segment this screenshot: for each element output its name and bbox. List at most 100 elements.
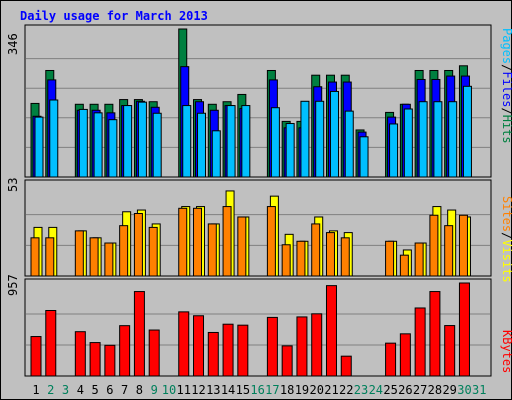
x-tick-label: 25 <box>383 383 397 397</box>
bar-sites-day-2 <box>45 237 55 277</box>
bar-pages-day-13 <box>211 130 221 178</box>
bar-kbytes-day-13 <box>207 331 219 377</box>
bar-pages-day-1 <box>34 116 44 178</box>
bar-sites-day-30 <box>458 214 468 277</box>
legend-bot: KBytes <box>500 330 512 373</box>
bar-kbytes-day-30 <box>458 282 470 377</box>
legend-entry: Sites <box>500 196 512 232</box>
bar-pages-day-2 <box>49 99 59 178</box>
chart-title: Daily usage for March 2013 <box>20 9 208 23</box>
bar-sites-day-17 <box>266 206 276 277</box>
bar-sites-day-21 <box>325 232 335 277</box>
bar-pages-day-15 <box>241 105 251 178</box>
x-tick-label: 3 <box>62 383 69 397</box>
bar-pages-day-11 <box>182 105 192 178</box>
bar-kbytes-day-27 <box>414 307 426 377</box>
x-tick-label: 7 <box>121 383 128 397</box>
x-tick-label: 20 <box>309 383 323 397</box>
x-tick-label: 2 <box>47 383 54 397</box>
bar-pages-day-19 <box>300 100 310 178</box>
bar-kbytes-day-22 <box>340 355 352 377</box>
x-tick-label: 28 <box>428 383 442 397</box>
bar-kbytes-day-1 <box>30 336 42 377</box>
bar-kbytes-day-28 <box>429 291 441 377</box>
bar-kbytes-day-7 <box>119 325 131 377</box>
x-tick-labels: 1 2 3 4 5 6 7 8 9 10 11 12 13 14 15 16 17 18 19 20 21 22 23 24 2… <box>32 383 486 397</box>
legend-entry: / <box>500 232 512 239</box>
legend-mid: Sites/Visits <box>500 196 512 283</box>
bar-kbytes-day-5 <box>89 342 101 377</box>
x-tick-label: 8 <box>136 383 143 397</box>
legend-entry: Files <box>500 71 512 107</box>
x-tick-label: 24 <box>369 383 383 397</box>
bar-pages-day-6 <box>108 119 118 178</box>
bar-sites-day-29 <box>444 225 454 277</box>
bar-pages-day-28 <box>433 101 443 178</box>
legend-entry: Visits <box>500 239 512 282</box>
panels <box>24 24 492 377</box>
bar-sites-day-28 <box>429 214 439 277</box>
x-tick-label: 12 <box>191 383 205 397</box>
bars <box>30 28 472 377</box>
legend-top: Pages/Files/Hits <box>500 28 512 144</box>
bar-kbytes-day-19 <box>296 316 308 377</box>
x-tick-label: 27 <box>413 383 427 397</box>
bar-kbytes-day-8 <box>133 291 145 377</box>
x-tick-label: 13 <box>206 383 220 397</box>
legend-entry: Hits <box>500 115 512 144</box>
legend-bot-text: KBytes <box>500 330 512 373</box>
bar-kbytes-day-14 <box>222 323 234 377</box>
x-tick-label: 4 <box>77 383 84 397</box>
bar-kbytes-day-4 <box>74 331 86 377</box>
x-tick-label: 19 <box>295 383 309 397</box>
bar-kbytes-day-15 <box>237 324 249 377</box>
bar-sites-day-12 <box>193 207 203 277</box>
bar-pages-day-29 <box>448 101 458 178</box>
bar-pages-day-7 <box>123 105 133 178</box>
x-tick-label: 22 <box>339 383 353 397</box>
bar-pages-day-8 <box>137 101 147 178</box>
bar-pages-day-20 <box>315 100 325 178</box>
bar-sites-day-4 <box>74 230 84 277</box>
bar-sites-day-14 <box>222 206 232 277</box>
x-tick-label: 29 <box>442 383 456 397</box>
bar-kbytes-day-12 <box>193 315 205 377</box>
legend-entry: KBytes <box>500 330 512 373</box>
bar-pages-day-12 <box>197 112 207 178</box>
bar-sites-day-8 <box>133 213 143 277</box>
bar-sites-day-22 <box>340 237 350 277</box>
bar-kbytes-day-17 <box>266 316 278 377</box>
legend-entry: / <box>500 107 512 114</box>
bar-sites-day-19 <box>296 240 306 277</box>
bar-pages-day-14 <box>226 105 236 178</box>
x-tick-label: 9 <box>151 383 158 397</box>
bar-kbytes-day-21 <box>325 285 337 377</box>
bar-sites-day-13 <box>207 223 217 277</box>
legend-entry: Pages <box>500 28 512 64</box>
x-tick-label: 16 <box>250 383 264 397</box>
x-tick-label: 18 <box>280 383 294 397</box>
bar-sites-day-27 <box>414 242 424 277</box>
bar-pages-day-25 <box>389 123 399 178</box>
x-tick-label: 5 <box>91 383 98 397</box>
bar-pages-day-9 <box>152 112 162 178</box>
bar-kbytes-day-18 <box>281 345 293 377</box>
ymax-top: 346 <box>6 33 20 55</box>
bar-kbytes-day-29 <box>444 325 456 377</box>
ymax-mid: 53 <box>6 178 20 192</box>
bar-pages-day-22 <box>344 110 354 178</box>
x-tick-label: 14 <box>221 383 235 397</box>
x-tick-label: 30 <box>457 383 471 397</box>
x-tick-label: 15 <box>236 383 250 397</box>
bar-kbytes-day-26 <box>399 333 411 377</box>
bar-kbytes-day-6 <box>104 344 116 377</box>
bar-pages-day-23 <box>359 136 369 178</box>
x-tick-label: 31 <box>472 383 486 397</box>
bar-pages-day-21 <box>329 90 339 178</box>
bar-sites-day-11 <box>178 207 188 277</box>
bar-sites-day-25 <box>385 240 395 277</box>
x-tick-label: 10 <box>162 383 176 397</box>
